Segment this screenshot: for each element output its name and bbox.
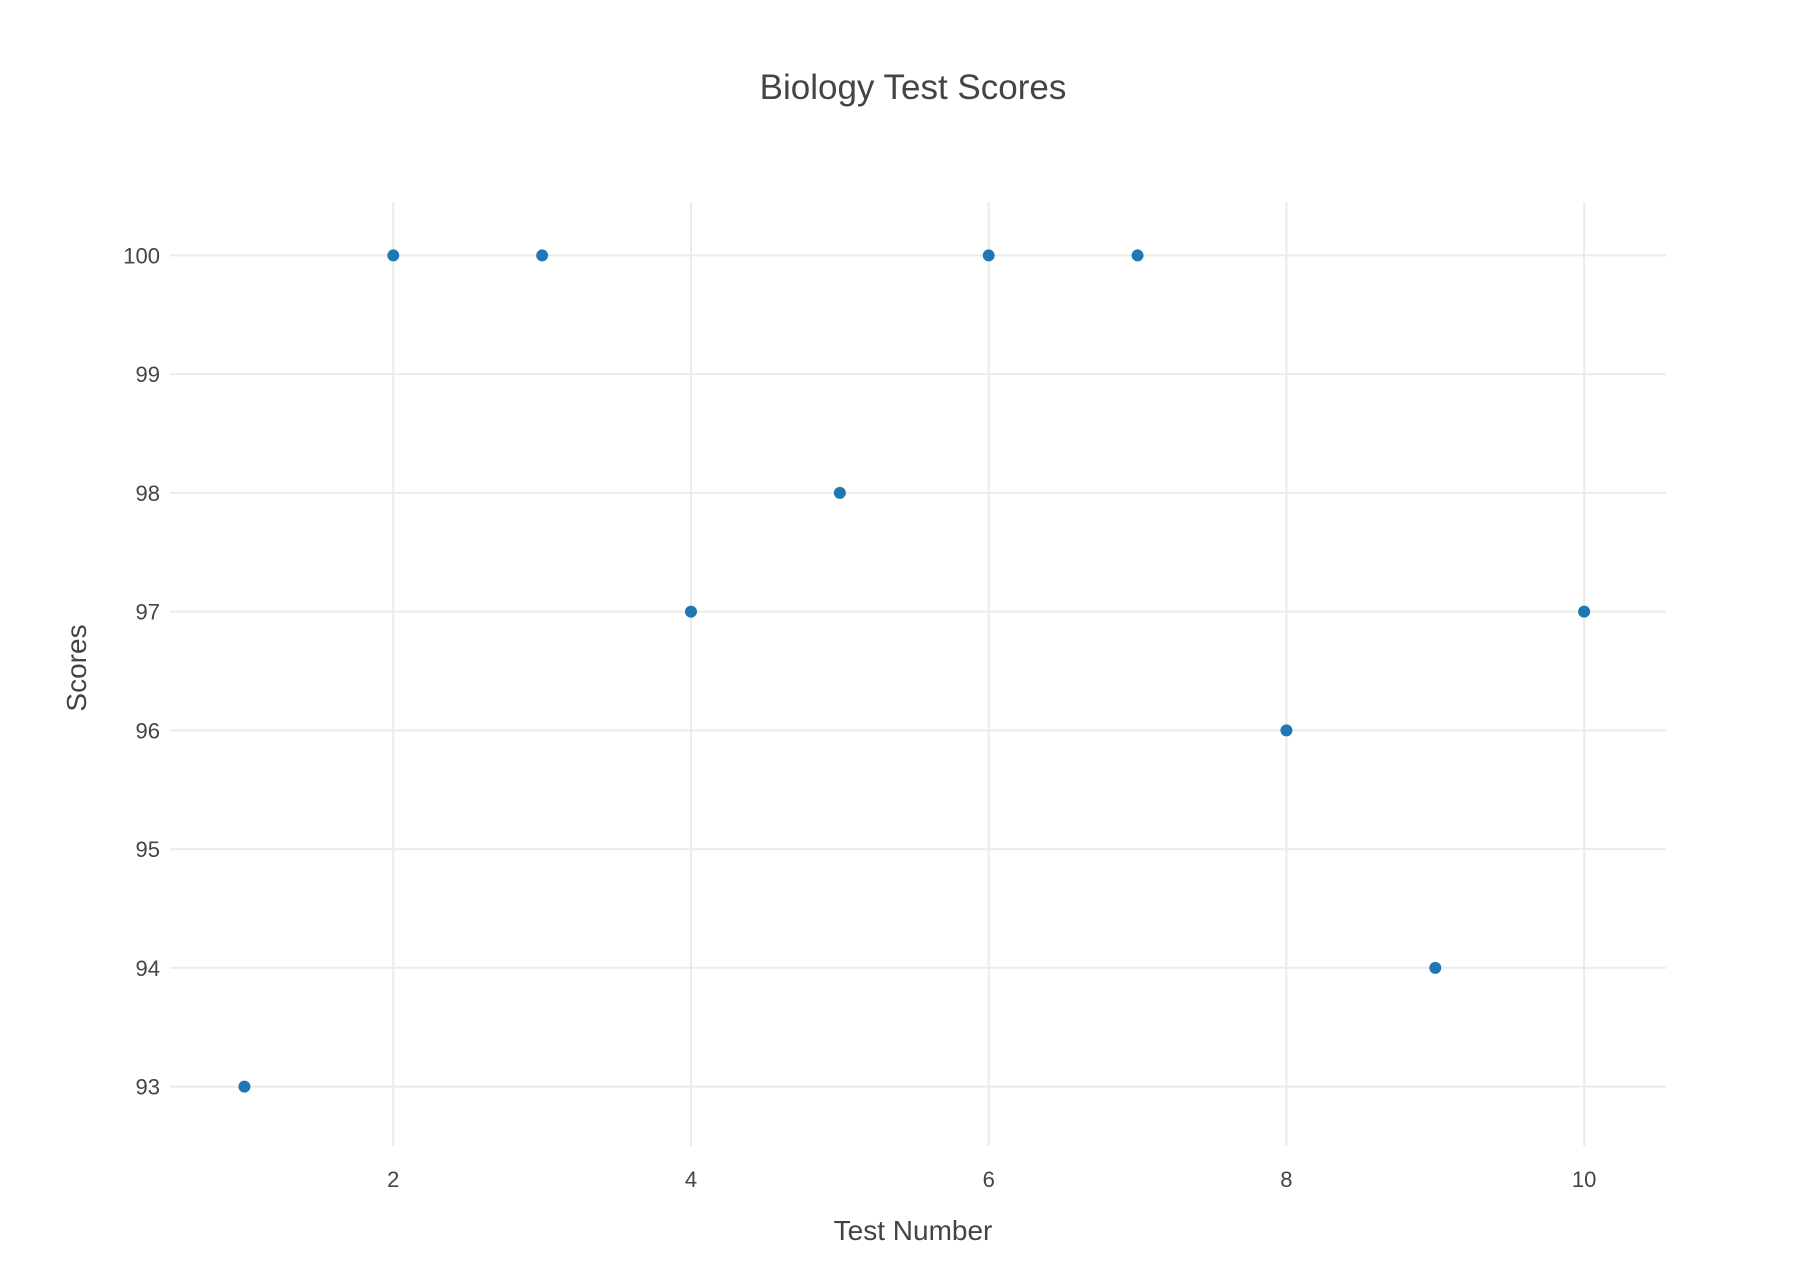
y-tick-label: 95 <box>136 837 160 862</box>
tick-labels: 2 4 6 8 10 93 94 95 96 97 98 99 100 <box>123 243 1596 1192</box>
y-tick-label: 100 <box>123 243 160 268</box>
data-points <box>238 249 1591 1093</box>
y-tick-label: 94 <box>136 956 160 981</box>
x-tick-label: 10 <box>1572 1167 1596 1192</box>
scatter-point <box>1131 249 1144 262</box>
x-tick-label: 2 <box>387 1167 399 1192</box>
y-tick-label: 96 <box>136 718 160 743</box>
scatter-point <box>684 605 697 618</box>
scatter-point <box>1429 961 1442 974</box>
y-tick-label: 97 <box>136 600 160 625</box>
x-tick-label: 4 <box>685 1167 697 1192</box>
scatter-point <box>1280 724 1293 737</box>
scatter-point <box>982 249 995 262</box>
x-tick-label: 6 <box>983 1167 995 1192</box>
x-axis-title: Test Number <box>834 1215 993 1246</box>
scatter-point <box>833 486 846 499</box>
y-tick-label: 99 <box>136 362 160 387</box>
y-tick-label: 98 <box>136 481 160 506</box>
scatter-point <box>238 1080 251 1093</box>
scatter-point <box>1578 605 1591 618</box>
x-tick-label: 8 <box>1280 1167 1292 1192</box>
y-axis-title: Scores <box>61 624 92 711</box>
chart-title: Biology Test Scores <box>760 68 1067 107</box>
scatter-point <box>536 249 549 262</box>
grid-layer <box>170 202 1666 1146</box>
scatter-point <box>387 249 400 262</box>
y-tick-label: 93 <box>136 1075 160 1100</box>
